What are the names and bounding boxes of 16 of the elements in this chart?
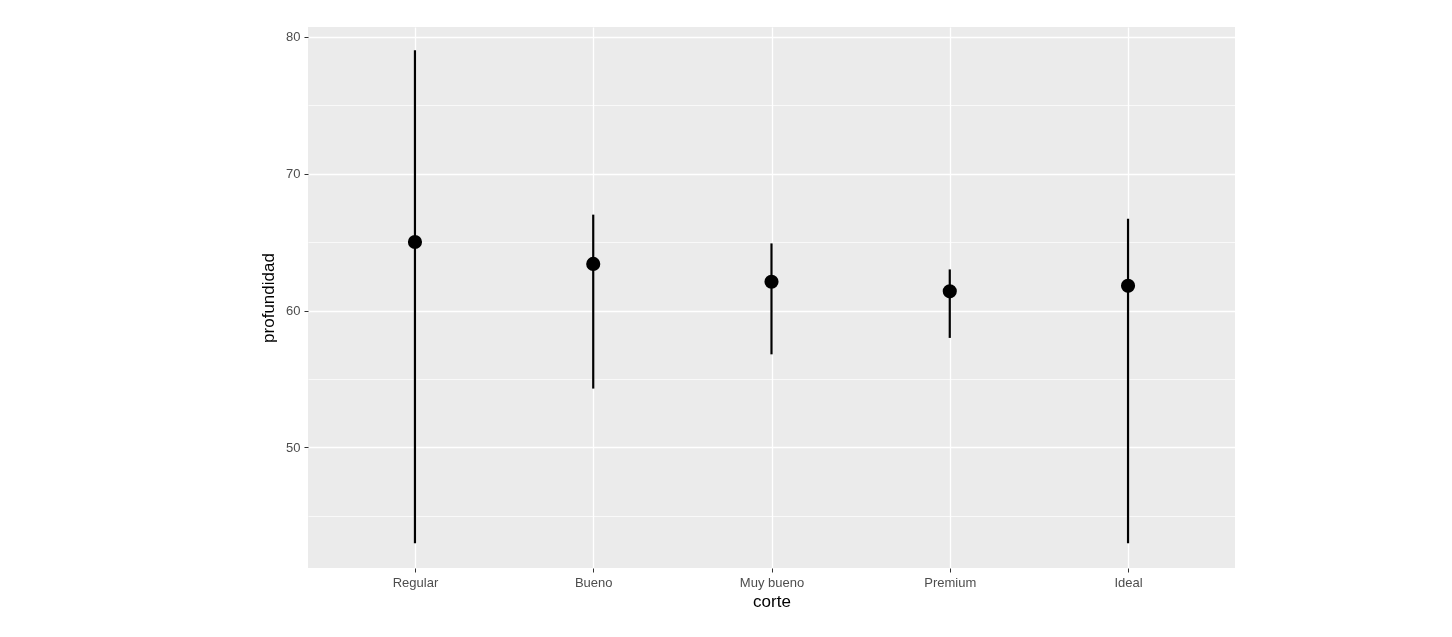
x-axis-title: corte xyxy=(753,591,791,611)
y-tick-label: 80 xyxy=(286,29,301,45)
y-tick-label: 70 xyxy=(286,166,301,182)
x-tick-label: Premium xyxy=(924,574,977,590)
point xyxy=(586,256,601,271)
point xyxy=(1120,278,1136,293)
y-axis-title: profundidad xyxy=(259,253,279,343)
point xyxy=(764,274,779,289)
x-tick-label: Bueno xyxy=(574,574,613,590)
y-tick-label: 50 xyxy=(286,439,301,455)
y-tick-label: 60 xyxy=(286,303,301,319)
point xyxy=(407,234,423,250)
x-tick-label: Muy bueno xyxy=(739,574,805,590)
point xyxy=(942,284,957,299)
x-tick-label: Ideal xyxy=(1114,574,1143,590)
x-tick-label: Regular xyxy=(392,574,439,590)
